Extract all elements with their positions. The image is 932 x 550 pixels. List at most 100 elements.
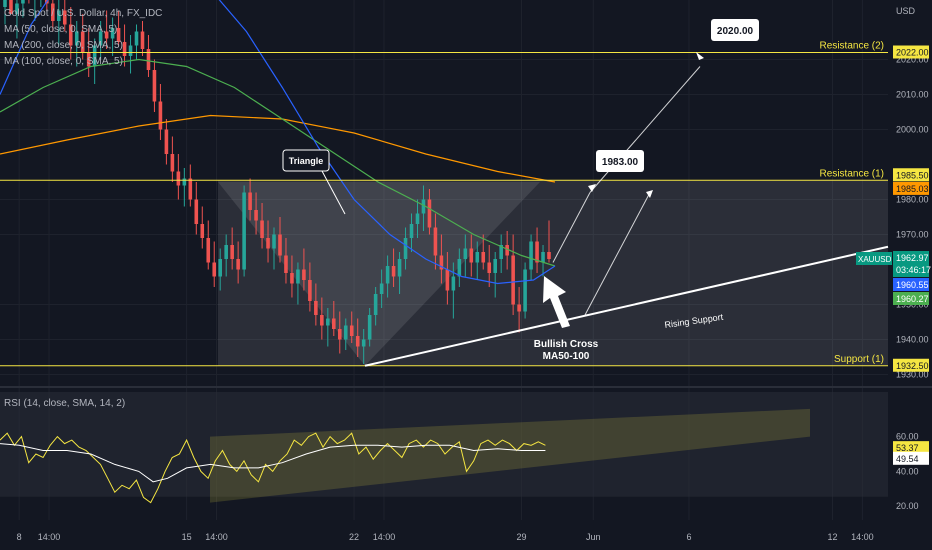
symbol-tag-bg xyxy=(856,252,892,265)
time-tick-label: 14:00 xyxy=(38,532,61,542)
candle-body xyxy=(68,24,73,46)
res2-price-tag: 2022.00 xyxy=(896,48,929,58)
symbol-title[interactable]: Gold Spot / U.S. Dollar, 4h, FX_IDC xyxy=(4,8,163,19)
candle-body xyxy=(104,31,109,39)
time-tick-label: 15 xyxy=(182,532,192,542)
candle-body xyxy=(230,245,234,259)
currency-label: USD xyxy=(896,6,916,16)
rsi-band xyxy=(0,392,888,497)
price-tick-label: 1970.00 xyxy=(896,230,929,240)
candle-body xyxy=(320,315,324,326)
ma100-line xyxy=(0,58,556,267)
candle-body xyxy=(92,45,97,67)
candle-body xyxy=(493,259,497,273)
indicator-legend: Gold Spot / U.S. Dollar, 4h, FX_IDC MA (… xyxy=(4,6,162,70)
candle-body xyxy=(260,220,264,238)
candle-body xyxy=(361,339,366,347)
candle-body xyxy=(415,213,420,224)
ma50-price-tag-bg xyxy=(893,278,929,291)
ma200-price-tag-bg xyxy=(893,181,929,195)
candle-body xyxy=(355,336,360,347)
candle-body xyxy=(379,283,384,294)
time-tick-label: Jun xyxy=(586,532,601,542)
candle-body xyxy=(421,199,426,214)
ma100-price-tag-bg xyxy=(893,292,929,305)
candle-body xyxy=(278,234,282,256)
candle-body xyxy=(481,252,486,263)
target2-label: 2020.00 xyxy=(717,26,754,37)
candle-body xyxy=(152,70,157,102)
candle-body xyxy=(110,28,115,39)
candle-body xyxy=(469,248,474,263)
ma100-legend[interactable]: MA (100, close, 0, SMA, 5) xyxy=(4,56,123,67)
rising-support-line xyxy=(364,245,889,367)
candle-body xyxy=(134,31,139,46)
candle-body xyxy=(170,154,175,172)
candle-body xyxy=(427,199,432,228)
countdown-tag: 03:46:17 xyxy=(896,265,931,275)
rsi-pane xyxy=(0,386,932,504)
rsi-value-tag: 53.37 xyxy=(896,443,919,453)
bullish-cross-sublabel: MA50-100 xyxy=(543,351,590,362)
candle-body xyxy=(433,227,438,256)
candle-body xyxy=(385,266,390,284)
ma100-price-tag: 1960.27 xyxy=(896,294,929,304)
sup1-price-tag: 1932.50 xyxy=(896,361,929,371)
arrow-head xyxy=(696,52,704,60)
candle-body xyxy=(140,31,145,49)
candle-body xyxy=(296,269,300,284)
candle-body xyxy=(332,318,336,329)
rsi-legend[interactable]: RSI (14, close, SMA, 14, 2) xyxy=(4,398,126,409)
candle-body xyxy=(218,259,222,277)
res1-price-tag: 1985.50 xyxy=(896,170,929,180)
candle-body xyxy=(337,329,342,340)
levels: Resistance (2) Resistance (1) Support (1) xyxy=(0,41,888,367)
time-tick-label: 14:00 xyxy=(851,532,874,542)
candle-body xyxy=(254,210,258,221)
level-label-res2: Resistance (2) xyxy=(820,41,884,52)
candle-body xyxy=(57,10,61,21)
candle-body xyxy=(51,3,55,21)
arrow-head xyxy=(646,190,653,198)
level-label-sup1: Support (1) xyxy=(834,354,884,365)
candle-body xyxy=(367,315,372,340)
candle-body xyxy=(200,224,205,238)
target1-label: 1983.00 xyxy=(602,157,639,168)
candles xyxy=(3,0,551,364)
candle-body xyxy=(373,294,378,315)
candle-body xyxy=(523,269,527,312)
candle-body xyxy=(397,259,402,277)
price-tick-label: 2010.00 xyxy=(896,90,929,100)
callout-pointer xyxy=(321,170,346,215)
candle-body xyxy=(284,255,288,273)
candle-body xyxy=(349,325,354,336)
candle-body xyxy=(535,241,539,263)
price-tick-label: 1940.00 xyxy=(896,335,929,345)
price-tick-label: 1930.00 xyxy=(896,370,929,380)
candle-body xyxy=(122,42,127,56)
candle-body xyxy=(236,259,240,270)
candle-body xyxy=(505,245,509,256)
rsi-line xyxy=(0,432,546,504)
candle-body xyxy=(3,0,7,7)
price-tick-label: 2020.00 xyxy=(896,55,929,65)
last-price-tag-bg xyxy=(893,251,929,277)
rsi-ma-value-tag: 49.54 xyxy=(896,454,919,464)
time-tick-label: 14:00 xyxy=(205,532,228,542)
ma50-legend[interactable]: MA (50, close, 0, SMA, 5) xyxy=(4,24,118,35)
candle-body xyxy=(206,238,211,263)
target1-callout xyxy=(596,150,644,172)
candle-body xyxy=(266,238,270,249)
last-price-tag: 1962.97 xyxy=(896,253,929,263)
triangle-callout xyxy=(282,149,330,172)
candle-body xyxy=(302,269,306,280)
ma200-legend[interactable]: MA (200, close, 0, SMA, 5) xyxy=(4,40,123,51)
candle-body xyxy=(212,262,217,277)
candle-body xyxy=(272,234,276,249)
candle-body xyxy=(62,10,67,25)
candle-body xyxy=(499,245,503,259)
rsi-tick-label: 20.00 xyxy=(896,501,919,511)
candle-body xyxy=(541,252,545,263)
candle-body xyxy=(188,178,193,200)
